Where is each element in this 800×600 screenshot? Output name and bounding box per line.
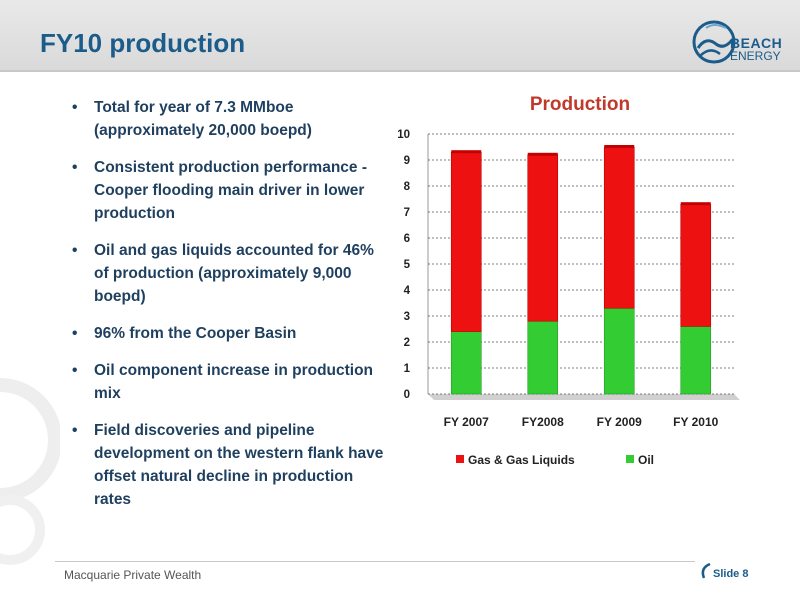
swoosh-icon [701,562,711,579]
bar-oil [450,331,482,395]
y-tick-label: 10 [397,129,410,141]
y-tick-label: 1 [404,363,411,375]
x-tick-label: FY2008 [522,415,564,429]
y-tick-label: 6 [404,233,410,245]
footer-divider [55,561,695,562]
bar-top-cap [604,145,635,148]
slide-number: Slide 8 [713,568,749,580]
x-tick-label: FY 2007 [444,415,489,429]
bar-gas [680,203,712,327]
chart-floor [428,394,740,400]
y-tick-label: 5 [404,259,411,271]
logo-text-beach: BEACH [730,35,783,51]
bar-top-cap [680,202,711,206]
bar-gas [527,154,559,322]
header-divider [0,70,800,72]
x-tick-label: FY 2009 [597,415,642,429]
logo-text-energy: ENERGY [730,49,781,63]
y-tick-label: 7 [404,207,410,219]
bar-top-cap [527,152,558,156]
production-chart: Production 0 1 2 3 4 5 6 7 8 9 10 FY 2007 FY2008 FY 20… [384,88,744,488]
x-tick-label: FY 2010 [673,415,718,429]
bullet-item: 96% from the Cooper Basin [70,322,390,345]
bullet-item: Consistent production performance - Coop… [70,156,390,225]
y-tick-label: 9 [404,155,410,167]
bar-oil [680,326,712,395]
legend-label-gas: Gas & Gas Liquids [468,453,575,467]
bullet-list: Total for year of 7.3 MMboe (approximate… [70,96,390,525]
production-chart-svg: Production 0 1 2 3 4 5 6 7 8 9 10 FY 2007 FY2008 FY 20… [397,94,740,467]
bullet-item: Total for year of 7.3 MMboe (approximate… [70,96,390,142]
bar-gas [603,146,635,309]
y-tick-label: 4 [404,285,411,297]
background-gear-decoration [0,378,60,565]
legend-swatch-oil [626,455,634,463]
bar-gas [450,151,482,332]
bar-oil [527,320,559,395]
bar-top-cap [451,150,482,154]
footer-text: Macquarie Private Wealth [64,568,202,582]
bar-oil [603,307,635,395]
y-tick-label: 8 [404,181,411,193]
legend-swatch-gas [456,455,464,463]
bullet-item: Field discoveries and pipeline developme… [70,419,390,511]
chart-title: Production [530,94,630,115]
y-tick-label: 3 [404,311,410,323]
y-tick-label: 0 [404,389,410,401]
y-tick-label: 2 [404,337,410,349]
beach-energy-logo [692,20,736,64]
bullet-item: Oil and gas liquids accounted for 46% of… [70,239,390,308]
header-bar [0,0,800,72]
legend-label-oil: Oil [638,453,654,467]
slide-title: FY10 production [40,28,246,58]
bullet-item: Oil component increase in production mix [70,359,390,405]
